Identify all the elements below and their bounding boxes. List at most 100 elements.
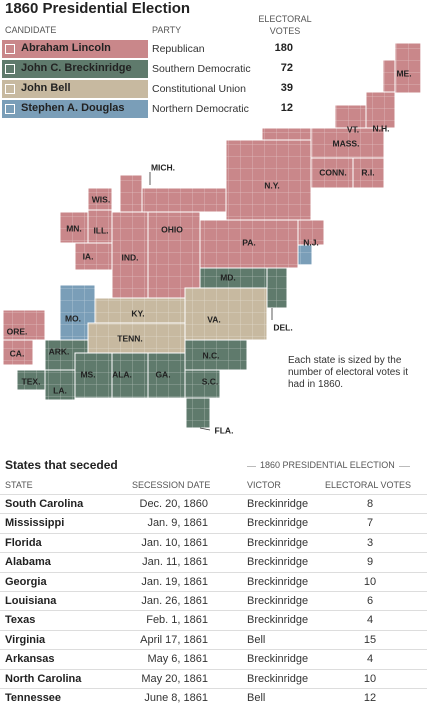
candidate-name: Abraham Lincoln <box>21 42 111 54</box>
victor: Breckinridge <box>247 517 309 530</box>
secession-date: May 6, 1861 <box>147 653 208 666</box>
state-label: ALA. <box>112 369 132 379</box>
state-label: R.I. <box>361 167 374 177</box>
electoral-votes: 7 <box>366 517 374 530</box>
legend-swatch <box>2 80 148 98</box>
state <box>185 397 211 429</box>
state-label: IND. <box>122 252 139 262</box>
victor: Breckinridge <box>247 614 309 627</box>
legend-swatch-box <box>5 84 15 94</box>
state-label: FLA. <box>215 425 234 435</box>
victor: Bell <box>247 692 266 704</box>
electoral-votes: 12 <box>363 692 377 704</box>
state-label: VA. <box>207 314 221 324</box>
row-rule <box>0 688 427 689</box>
electoral-votes: 6 <box>366 595 374 607</box>
row-rule <box>0 591 427 592</box>
state-label: WIS. <box>92 194 110 204</box>
electoral-votes: 39 <box>280 82 293 94</box>
column-header: STATE <box>5 480 33 490</box>
state <box>297 244 313 266</box>
group-label: 1860 PRESIDENTIAL ELECTION <box>256 460 399 470</box>
party: Constitutional Union <box>152 83 246 95</box>
state <box>74 242 113 271</box>
party: Southern Democratic <box>152 63 251 75</box>
victor: Breckinridge <box>247 556 309 569</box>
candidate-name: John Bell <box>21 82 71 94</box>
row-rule <box>0 571 427 573</box>
electoral-votes: 4 <box>366 653 374 666</box>
row-rule <box>0 668 427 670</box>
state-label: MD. <box>220 272 236 282</box>
row-rule <box>0 513 427 515</box>
electoral-votes: 10 <box>363 672 377 685</box>
column-header: PARTY <box>152 25 182 35</box>
state-label: OHIO <box>161 224 183 234</box>
victor: Breckinridge <box>247 653 309 666</box>
title: 1860 Presidential Election <box>5 0 191 17</box>
state-name: Arkansas <box>5 653 55 666</box>
electoral-votes: 8 <box>366 498 374 510</box>
state <box>184 287 268 341</box>
state-labels: ME. VT. N.H. MASS. CONN. R.I. N.Y. PA. N… <box>7 68 412 435</box>
row-rule <box>0 629 427 631</box>
state-label: ILL. <box>93 225 108 235</box>
state-name: Alabama <box>5 556 51 569</box>
legend-swatch-box <box>5 44 15 54</box>
state-label: N.H. <box>373 123 390 133</box>
row-rule <box>0 649 427 651</box>
state-name: Georgia <box>5 575 47 588</box>
secession-date: Jan. 11, 1861 <box>142 556 208 569</box>
state-label: N.J. <box>303 237 319 247</box>
victor: Bell <box>247 633 266 646</box>
column-header: CANDIDATE <box>5 25 57 35</box>
state-label: PA. <box>242 237 256 247</box>
state <box>261 127 312 141</box>
state <box>266 267 288 309</box>
state-label: MS. <box>80 369 95 379</box>
electoral-votes: 180 <box>274 42 293 54</box>
state-name: Texas <box>5 614 36 627</box>
party: Northern Democratic <box>152 103 249 115</box>
state <box>382 59 396 94</box>
state-name: Tennessee <box>5 692 62 704</box>
state-label: S.C. <box>202 376 219 386</box>
state-name: Mississippi <box>5 517 65 530</box>
state-label: CA. <box>10 348 25 358</box>
candidate-name: Stephen A. Douglas <box>21 102 125 114</box>
row-rule <box>0 494 427 495</box>
victor: Breckinridge <box>247 575 309 588</box>
row-rule <box>0 552 427 554</box>
state-label: TEX. <box>22 376 41 386</box>
map-note: Each state is sized by the number of ele… <box>288 355 409 390</box>
state-label: KY. <box>131 308 144 318</box>
secession-date: Jan. 10, 1861 <box>141 536 208 549</box>
state-label: ARK. <box>49 346 70 356</box>
victor: Breckinridge <box>247 536 309 549</box>
electoral-votes: 9 <box>366 556 374 569</box>
leader-lines <box>149 172 273 431</box>
victor: Breckinridge <box>247 595 309 607</box>
state-label: MO. <box>65 313 81 323</box>
state-label: ME. <box>396 68 411 78</box>
secession-date: May 20, 1861 <box>141 672 208 685</box>
state-label: MN. <box>66 223 82 233</box>
state-name: Louisiana <box>5 595 57 607</box>
column-header: ELECTORAL VOTES <box>325 480 412 490</box>
victor: Breckinridge <box>247 672 309 685</box>
secession-date: Jan. 9, 1861 <box>147 517 208 530</box>
electoral-votes: 72 <box>280 62 293 74</box>
state-label: N.C. <box>203 350 220 360</box>
row-rule <box>0 610 427 612</box>
electoral-votes: 4 <box>366 614 374 627</box>
state-name: Florida <box>5 536 42 549</box>
column-header: ELECTORAL VOTES <box>258 14 312 36</box>
legend-swatch-box <box>5 104 15 114</box>
state-label: TENN. <box>117 333 143 343</box>
secession-date: June 8, 1861 <box>144 692 208 704</box>
state <box>141 187 227 213</box>
secession-date: Jan. 19, 1861 <box>141 575 208 588</box>
state-label: ORE. <box>7 326 28 336</box>
state-label: LA. <box>53 385 67 395</box>
state-label: DEL. <box>273 322 292 332</box>
